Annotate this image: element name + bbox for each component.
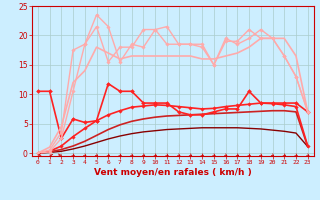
X-axis label: Vent moyen/en rafales ( km/h ): Vent moyen/en rafales ( km/h ) <box>94 168 252 177</box>
